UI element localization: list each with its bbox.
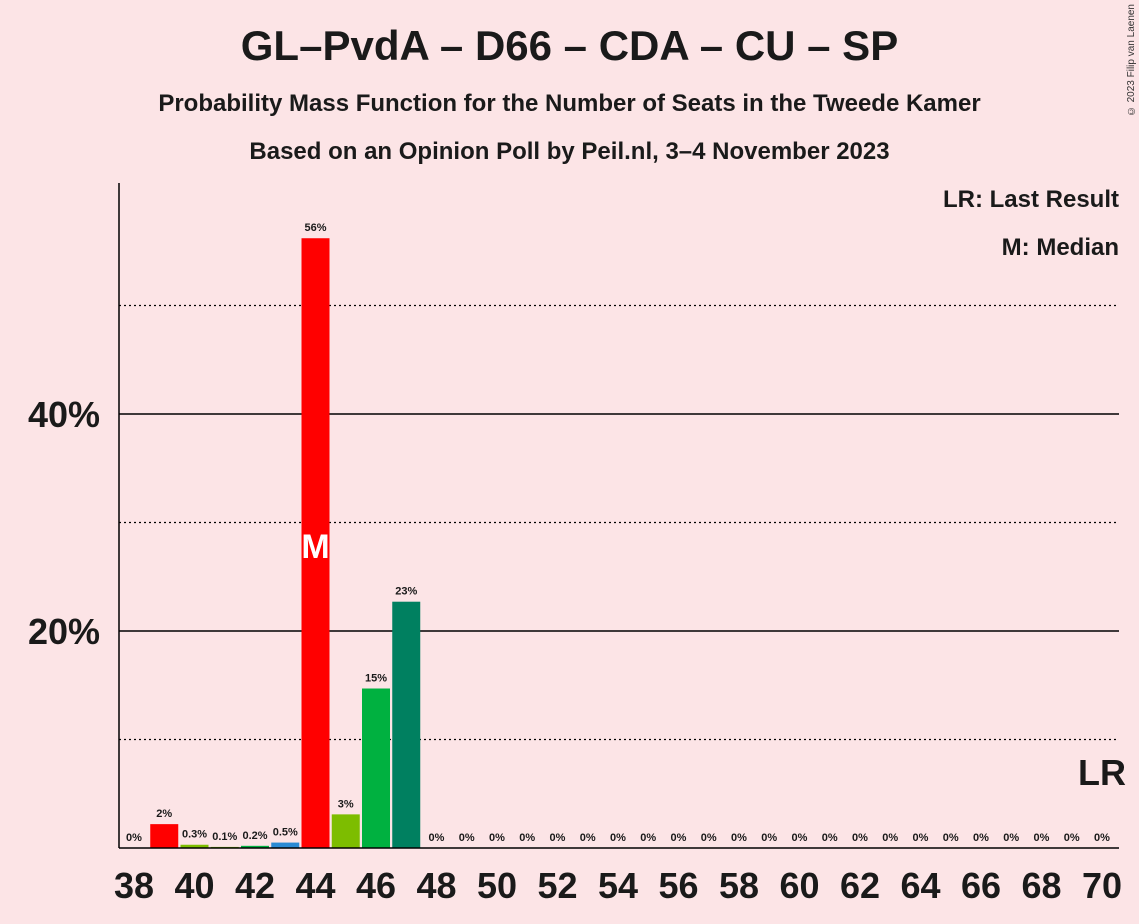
x-tick-label: 44	[295, 865, 335, 906]
chart-subtitle: Probability Mass Function for the Number…	[158, 90, 981, 117]
bar-seat-46	[362, 688, 390, 848]
bar-label: 0%	[852, 832, 868, 844]
bar-label: 0%	[1094, 832, 1110, 844]
bar-seat-45	[331, 814, 360, 848]
bar-label: 0%	[640, 832, 656, 844]
bar-label: 0%	[126, 832, 142, 844]
bar-label: 0%	[489, 832, 505, 844]
bar-label: 0%	[761, 832, 777, 844]
x-tick-label: 70	[1082, 865, 1122, 906]
bar-label: 0.2%	[242, 830, 267, 842]
chart-title: GL–PvdA – D66 – CDA – CU – SP	[240, 22, 899, 69]
x-tick-label: 50	[477, 865, 517, 906]
bar-seat-43	[271, 842, 300, 848]
x-tick-label: 42	[235, 865, 275, 906]
last-result-marker: LR	[1078, 752, 1126, 793]
bar-label: 0%	[1003, 832, 1019, 844]
bar-label: 23%	[395, 586, 417, 598]
bar-label: 0%	[519, 832, 535, 844]
bar-label: 0%	[459, 832, 475, 844]
bar-label: 0%	[913, 832, 929, 844]
bar-seat-39	[150, 824, 179, 848]
x-tick-label: 48	[416, 865, 456, 906]
bar-label: 0%	[973, 832, 989, 844]
bar-label: 0%	[671, 832, 687, 844]
bar-label: 0%	[429, 832, 445, 844]
x-tick-label: 58	[719, 865, 759, 906]
x-tick-label: 56	[658, 865, 698, 906]
bar-label: 0%	[792, 832, 808, 844]
bar-label: 0%	[731, 832, 747, 844]
x-tick-label: 60	[779, 865, 819, 906]
bar-label: 0%	[701, 832, 717, 844]
y-tick-label: 40%	[28, 394, 100, 435]
bar-seat-42	[241, 845, 269, 848]
median-marker: M	[301, 528, 329, 566]
bar-seat-40	[180, 844, 209, 848]
bar-label: 15%	[365, 673, 387, 685]
bar-label: 3%	[338, 798, 354, 810]
bar-label: 2%	[156, 808, 172, 820]
x-tick-label: 62	[840, 865, 880, 906]
legend-median: M: Median	[1001, 234, 1119, 261]
bar-label: 0%	[610, 832, 626, 844]
x-tick-label: 54	[598, 865, 638, 906]
bar-label: 0.3%	[182, 829, 207, 841]
bar-label: 0%	[822, 832, 838, 844]
x-tick-label: 52	[537, 865, 577, 906]
bar-label: 0%	[580, 832, 596, 844]
bar-seat-44	[301, 238, 330, 849]
bar-label: 0%	[1034, 832, 1050, 844]
bar-label: 0%	[882, 832, 898, 844]
x-tick-label: 66	[961, 865, 1001, 906]
x-tick-label: 68	[1021, 865, 1061, 906]
x-tick-label: 64	[900, 865, 940, 906]
bar-label: 0%	[1064, 832, 1080, 844]
bar-label: 0%	[550, 832, 566, 844]
bar-label: 0.1%	[212, 831, 237, 843]
y-tick-label: 20%	[28, 611, 100, 652]
x-tick-label: 46	[356, 865, 396, 906]
chart-source-subtitle: Based on an Opinion Poll by Peil.nl, 3–4…	[249, 138, 890, 165]
x-tick-label: 40	[174, 865, 214, 906]
bar-label: 0%	[943, 832, 959, 844]
bar-label: 56%	[304, 222, 326, 234]
legend-last-result: LR: Last Result	[942, 186, 1119, 213]
bar-label: 0.5%	[273, 827, 298, 839]
bar-seat-47	[392, 601, 421, 848]
x-tick-label: 38	[114, 865, 154, 906]
